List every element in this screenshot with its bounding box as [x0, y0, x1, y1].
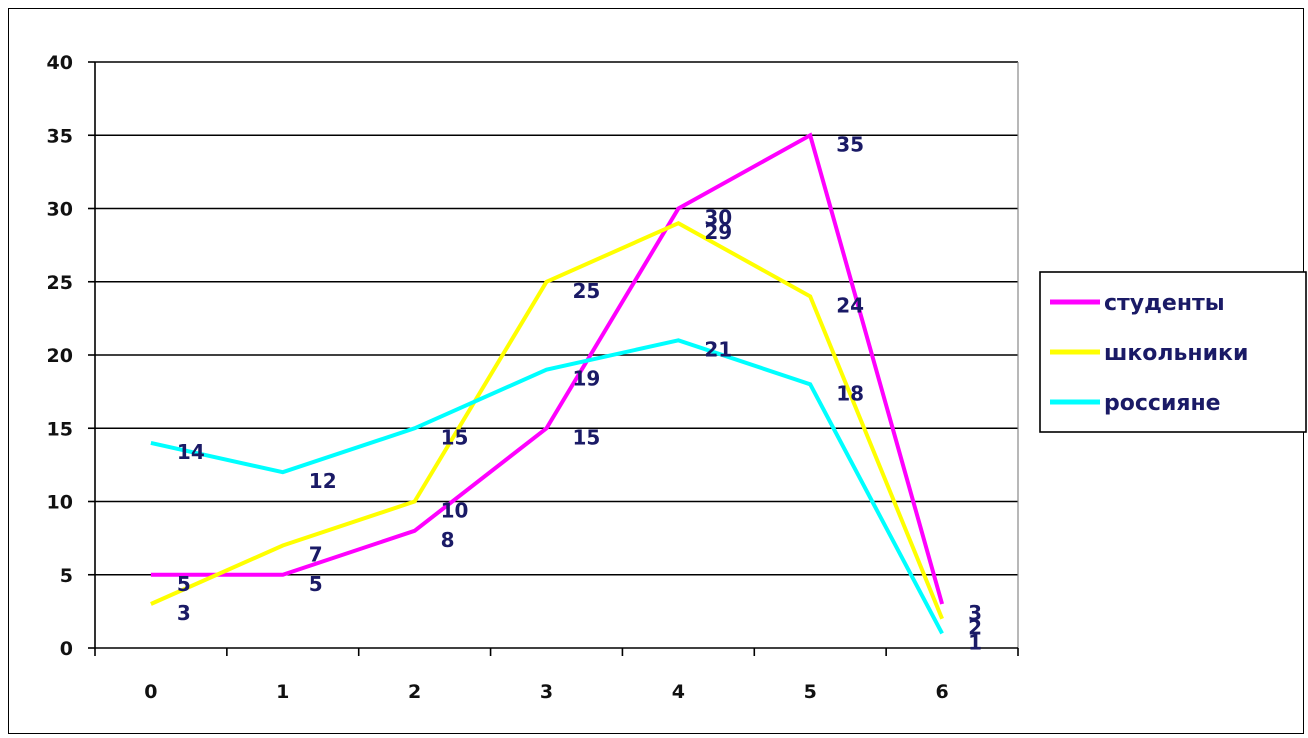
data-label: 3 — [968, 601, 982, 625]
data-label: 2 — [968, 616, 982, 640]
data-label: 7 — [309, 542, 323, 566]
gridlines — [95, 61, 1018, 576]
series-line-1 — [150, 220, 944, 620]
x-tick-label: 3 — [540, 681, 553, 703]
legend-label: студенты — [1104, 291, 1225, 316]
data-label: 30 — [704, 206, 732, 230]
data-label: 1 — [968, 630, 982, 654]
data-label: 25 — [573, 279, 601, 303]
data-label: 21 — [704, 337, 732, 361]
y-tick-label: 20 — [47, 345, 73, 367]
data-label: 3 — [177, 601, 191, 625]
y-tick-label: 35 — [47, 125, 73, 147]
x-tick-label: 1 — [276, 681, 289, 703]
y-tick-label: 30 — [47, 199, 73, 221]
y-tick-label: 40 — [47, 52, 73, 74]
data-label: 14 — [177, 440, 205, 464]
data-label: 10 — [441, 499, 469, 523]
data-label: 5 — [177, 572, 191, 596]
data-label: 24 — [836, 293, 864, 317]
y-tick-label: 15 — [47, 418, 73, 440]
legend-label: школьники — [1104, 341, 1248, 366]
x-tick-label: 5 — [804, 681, 817, 703]
y-tick-label: 25 — [47, 272, 73, 294]
x-tick-label: 4 — [672, 681, 685, 703]
series-line-0 — [150, 132, 945, 605]
series-lines — [150, 132, 945, 635]
data-label: 29 — [704, 220, 732, 244]
legend: студенты школьники россияне — [1039, 271, 1307, 433]
data-labels: 5 5 8 15 30 35 3 3 7 10 25 29 24 2 14 12 15 19 21 18 1 — [177, 132, 982, 654]
data-label: 15 — [441, 425, 469, 449]
x-tick-labels: 0 1 2 3 4 5 6 — [144, 681, 948, 703]
y-tick-labels: 0 5 10 15 20 25 30 35 40 — [47, 52, 73, 660]
x-tick-label: 6 — [935, 681, 948, 703]
y-tick-label: 10 — [47, 492, 73, 514]
data-label: 12 — [309, 469, 337, 493]
y-tick-label: 0 — [60, 638, 73, 660]
data-label: 18 — [836, 381, 864, 405]
x-tick-label: 0 — [144, 681, 157, 703]
legend-label: россияне — [1104, 391, 1221, 416]
series-line-2 — [150, 338, 944, 635]
x-tick-label: 2 — [408, 681, 421, 703]
data-label: 5 — [309, 572, 323, 596]
data-label: 8 — [441, 528, 455, 552]
data-label: 15 — [573, 425, 601, 449]
axes — [88, 61, 1019, 656]
y-tick-label: 5 — [60, 565, 73, 587]
data-label: 19 — [573, 367, 601, 391]
data-label: 35 — [836, 132, 864, 156]
